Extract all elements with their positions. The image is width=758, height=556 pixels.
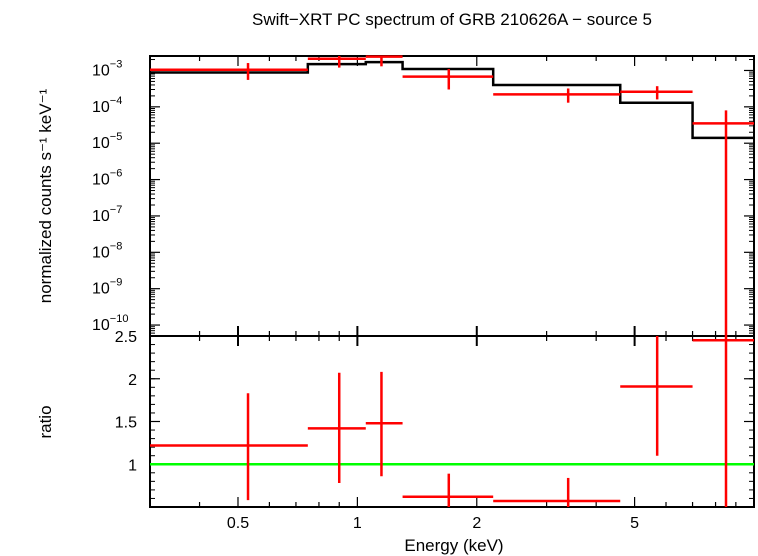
y-tick-label: 10−7	[92, 204, 122, 225]
x-axis-label: Energy (keV)	[404, 536, 503, 555]
x-tick-label: 2	[472, 515, 481, 532]
y-tick-label: 10−6	[92, 168, 122, 189]
x-tick-label: 5	[630, 515, 639, 532]
model-step-line	[150, 60, 754, 140]
y-tick-label: 10−4	[92, 95, 122, 116]
spectrum-panel-frame	[149, 55, 755, 337]
y-tick-label: 10−9	[92, 277, 122, 298]
ratio-panel-frame	[149, 335, 755, 508]
y-tick-label: 2	[128, 372, 137, 389]
chart-title: Swift−XRT PC spectrum of GRB 210626A − s…	[252, 10, 652, 29]
x-tick-label: 0.5	[227, 515, 249, 532]
x-tick-label: 1	[353, 515, 362, 532]
y-tick-label: 1.5	[115, 415, 137, 432]
y-tick-label: 10−3	[92, 58, 122, 79]
y-tick-label: 10−5	[92, 131, 122, 152]
y-tick-label: 10−10	[92, 313, 128, 334]
y-tick-label: 2.5	[115, 329, 137, 346]
y-axis-label-spectrum: normalized counts s⁻¹ keV⁻¹	[36, 88, 55, 303]
y-tick-label: 1	[128, 457, 137, 474]
y-tick-label: 10−8	[92, 240, 122, 261]
y-axis-label-ratio: ratio	[36, 405, 55, 438]
